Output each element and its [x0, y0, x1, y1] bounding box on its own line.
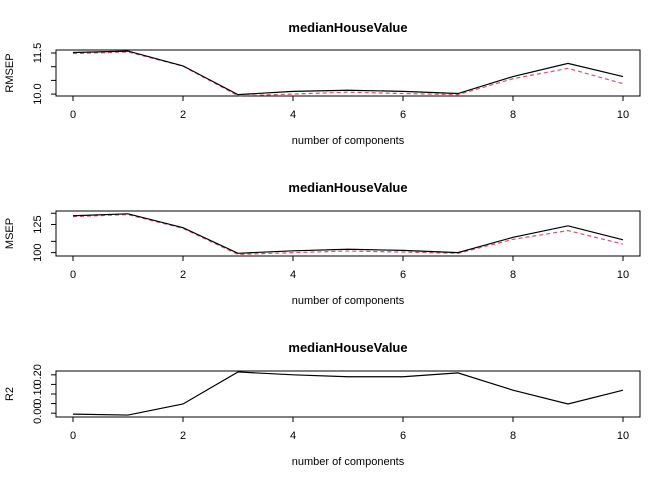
x-tick-label: 2: [180, 430, 186, 442]
y-tick-label: 0.20: [32, 364, 44, 385]
chart-title: medianHouseValue: [288, 180, 407, 195]
x-axis-label: number of components: [292, 456, 405, 468]
x-tick-label: 10: [617, 269, 629, 281]
chart-title: medianHouseValue: [288, 20, 407, 35]
plot-frame: [55, 370, 641, 418]
x-tick-label: 8: [510, 109, 516, 121]
x-tick-label: 6: [400, 430, 406, 442]
y-axis-label: R2: [4, 387, 16, 401]
x-tick-label: 8: [510, 269, 516, 281]
series-line-solid: [72, 50, 624, 96]
x-tick-label: 4: [290, 269, 296, 281]
y-tick-label: 0.10: [32, 383, 44, 404]
plot-frame: [55, 49, 641, 97]
x-tick-label: 4: [290, 430, 296, 442]
x-tick-label: 6: [400, 109, 406, 121]
x-axis-label: number of components: [292, 295, 405, 307]
y-tick-label: 125: [32, 215, 44, 233]
x-tick-label: 10: [617, 430, 629, 442]
chart-panel-2: medianHouseValue 0 2 4 6 8 10 100 125 number of c…: [4, 180, 641, 307]
chart-title: medianHouseValue: [288, 340, 407, 355]
x-tick-label: 2: [180, 269, 186, 281]
y-axis-label: RMSEP: [4, 53, 16, 92]
y-tick-label: 0.00: [32, 402, 44, 423]
x-tick-label: 4: [290, 109, 296, 121]
x-tick-label: 0: [70, 109, 76, 121]
x-tick-label: 2: [180, 109, 186, 121]
x-tick-label: 10: [617, 109, 629, 121]
y-tick-label: 10.0: [32, 83, 44, 104]
x-tick-label: 8: [510, 430, 516, 442]
y-tick-label: 11.5: [32, 43, 44, 64]
series-line-dashed: [72, 213, 624, 256]
x-tick-label: 0: [70, 430, 76, 442]
series-line-solid: [72, 371, 624, 416]
chart-panel-3: medianHouseValue 0 2 4 6 8 10 0.000.100.20 numbe…: [4, 340, 641, 468]
x-axis-label: number of components: [292, 135, 405, 147]
chart-panel-1: medianHouseValue 0 2 4 6 8 10 10.0 11.5 number of…: [4, 20, 641, 147]
x-tick-label: 0: [70, 269, 76, 281]
series-line-solid: [72, 213, 624, 254]
x-tick-label: 6: [400, 269, 406, 281]
y-axis-label: MSEP: [4, 218, 16, 249]
plot-frame: [55, 210, 641, 257]
y-tick-label: 100: [32, 243, 44, 261]
